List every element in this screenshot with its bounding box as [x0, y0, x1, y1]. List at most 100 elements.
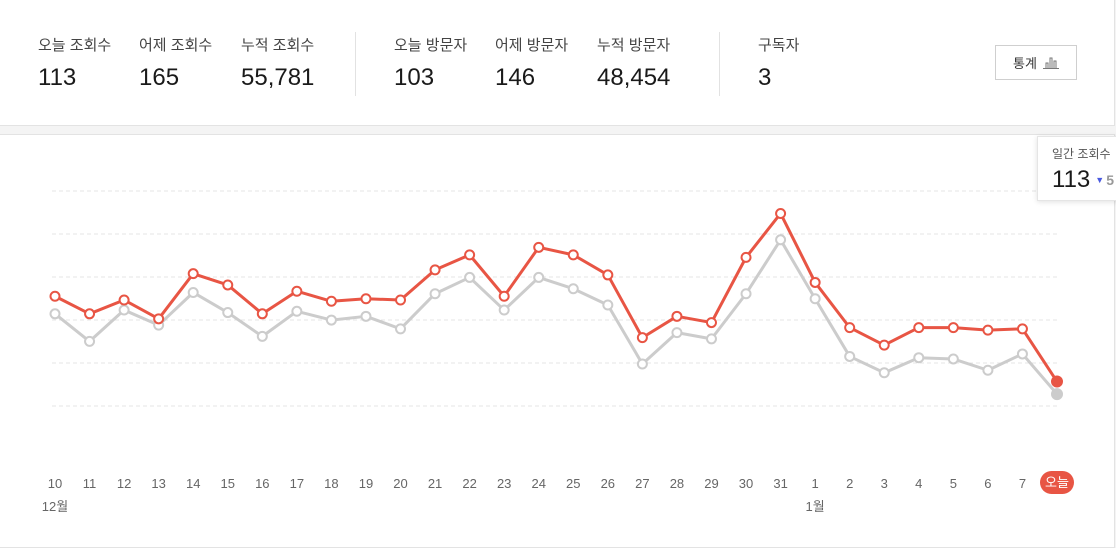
visitors-data-point [395, 323, 407, 335]
x-tick-label: 31 [773, 476, 787, 491]
visitors-data-point [222, 307, 234, 319]
views-series-line [54, 211, 1059, 383]
views-data-point [429, 264, 441, 276]
visitors-data-point [878, 367, 890, 379]
x-tick-label: 10 [48, 476, 62, 491]
stat-label: 누적 방문자 [597, 37, 671, 54]
x-tick-label: 24 [531, 476, 545, 491]
x-tick-label: 5 [950, 476, 957, 491]
views-data-point [947, 322, 959, 334]
stat-label: 어제 조회수 [139, 37, 213, 54]
views-data-point [982, 324, 994, 336]
views-data-point [636, 332, 648, 344]
visitors-data-point [636, 358, 648, 370]
visitors-data-point [602, 299, 614, 311]
views-data-point [913, 322, 925, 334]
x-tick-label: 25 [566, 476, 580, 491]
visitors-data-point [498, 304, 510, 316]
views-data-point [187, 268, 199, 280]
visitors-data-point [187, 286, 199, 298]
visitors-series-line [54, 238, 1059, 396]
x-tick-label: 19 [359, 476, 373, 491]
stat-label: 오늘 방문자 [394, 37, 468, 54]
visitors-data-point [740, 288, 752, 300]
visitors-data-point [1051, 388, 1063, 401]
stat-value: 3 [758, 64, 772, 91]
views-data-point [49, 290, 61, 302]
stat-today-visitors: 오늘 방문자 103 [394, 34, 468, 91]
stat-label: 구독자 [758, 37, 800, 54]
chart-tooltip: 일간 조회수 113 ▼ 5 [1037, 136, 1116, 201]
visitors-data-point [844, 350, 856, 362]
views-data-point [602, 269, 614, 281]
visitors-data-point [809, 293, 821, 305]
stat-yesterday-views: 어제 조회수 165 [139, 34, 213, 91]
visitors-data-point [947, 353, 959, 365]
views-data-point [256, 308, 268, 320]
stats-divider [355, 32, 356, 96]
stat-label: 오늘 조회수 [38, 37, 112, 54]
views-data-point [533, 241, 545, 253]
stat-value: 146 [495, 64, 536, 91]
x-tick-label: 21 [428, 476, 442, 491]
views-data-point [567, 249, 579, 261]
tooltip-change: 5 [1106, 172, 1114, 188]
views-data-point [705, 317, 717, 329]
views-data-point [84, 308, 96, 320]
visitors-data-point [325, 314, 337, 326]
visitors-data-point [118, 304, 130, 316]
stat-value: 103 [394, 64, 435, 91]
x-tick-label: 17 [290, 476, 304, 491]
views-data-point [291, 285, 303, 297]
stat-value: 55,781 [241, 64, 315, 91]
tooltip-value: 113 [1052, 166, 1091, 193]
stat-value: 113 [38, 64, 77, 91]
stat-label: 누적 조회수 [241, 37, 315, 54]
x-tick-label: 26 [601, 476, 615, 491]
views-data-point [325, 295, 337, 307]
views-data-point [222, 279, 234, 291]
stats-summary-panel: 오늘 조회수 113 어제 조회수 165 누적 조회수 55,781 오늘 방… [0, 0, 1115, 126]
views-data-point [118, 294, 130, 306]
today-badge [1040, 471, 1074, 494]
visitors-data-point [256, 330, 268, 342]
visitors-data-point [84, 335, 96, 347]
views-data-point [498, 290, 510, 302]
x-tick-label: 27 [635, 476, 649, 491]
visitors-data-point [429, 288, 441, 300]
stat-total-views: 누적 조회수 55,781 [241, 34, 315, 91]
views-data-point [360, 293, 372, 305]
stat-label: 어제 방문자 [495, 37, 569, 54]
views-data-point [878, 339, 890, 351]
visitors-data-point [775, 234, 787, 246]
x-tick-label: 18 [324, 476, 338, 491]
x-tick-label: 14 [186, 476, 200, 491]
tooltip-title: 일간 조회수 [1052, 147, 1111, 161]
x-tick-label: 20 [393, 476, 407, 491]
daily-chart-panel: 10 11 12 13 14 15 16 17 18 19 20 21 22 23 24 25 26 27 28 29… [0, 134, 1115, 548]
visitors-data-point [1016, 348, 1028, 360]
stat-value: 165 [139, 64, 180, 91]
views-data-point [740, 251, 752, 263]
x-tick-label: 22 [462, 476, 476, 491]
statistics-button[interactable]: 통계 [995, 45, 1077, 80]
x-tick-label: 6 [984, 476, 991, 491]
statistics-button-label: 통계 [1013, 56, 1037, 71]
x-tick-label: 3 [881, 476, 888, 491]
views-data-point [395, 294, 407, 306]
x-tick-label: 11 [83, 476, 97, 491]
stat-subscribers: 구독자 3 [758, 34, 800, 91]
x-tick-label: 12 [117, 476, 131, 491]
x-tick-label: 2 [846, 476, 853, 491]
stat-today-views: 오늘 조회수 113 [38, 34, 112, 91]
x-tick-label: 28 [670, 476, 684, 491]
visitors-data-point [291, 305, 303, 317]
visitors-data-point [913, 352, 925, 364]
views-data-point [1051, 375, 1063, 388]
views-data-point [1016, 323, 1028, 335]
views-data-point [775, 207, 787, 219]
stat-total-visitors: 누적 방문자 48,454 [597, 34, 671, 91]
visitors-data-point [464, 271, 476, 283]
stat-value: 48,454 [597, 64, 671, 91]
x-tick-label: 1 [812, 476, 819, 491]
